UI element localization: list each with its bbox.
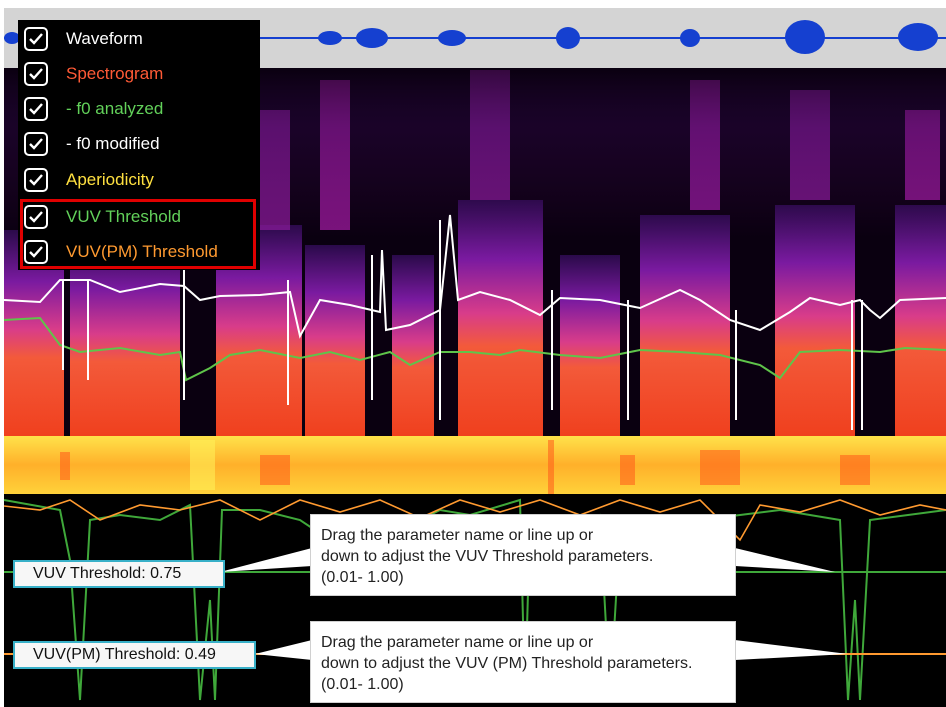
f0-analyzed-checkbox[interactable]: [24, 97, 48, 121]
f0-modified-line: [3, 214, 946, 339]
check-icon: [29, 211, 43, 223]
legend-item-f0-analyzed[interactable]: - f0 analyzed: [18, 92, 260, 126]
vuv-pm-threshold-checkbox[interactable]: [24, 240, 48, 264]
legend-label: Spectrogram: [66, 64, 164, 83]
f0-modified-checkbox[interactable]: [24, 132, 48, 156]
vuv-threshold-label[interactable]: VUV Threshold: 0.75: [13, 560, 225, 588]
spectrogram-checkbox[interactable]: [24, 62, 48, 86]
vuv-threshold-checkbox[interactable]: [24, 205, 48, 229]
vuv-pm-measure-line: [3, 499, 946, 542]
f0-analyzed-line: [3, 316, 946, 382]
legend-label: Waveform: [66, 29, 143, 48]
check-icon: [29, 103, 43, 115]
legend-label: - f0 analyzed: [66, 99, 164, 118]
check-icon: [29, 138, 43, 150]
vuv-pm-callout: Drag the parameter name or line up or do…: [310, 621, 736, 703]
callout-pointer-pm-right: [735, 640, 848, 660]
legend-item-vuv-pm-threshold[interactable]: VUV(PM) Threshold: [18, 235, 260, 269]
legend-item-spectrogram[interactable]: Spectrogram: [18, 57, 260, 91]
callout-pointer-pm-left: [255, 640, 312, 660]
check-icon: [29, 68, 43, 80]
vuv-pm-threshold-label[interactable]: VUV(PM) Threshold: 0.49: [13, 641, 256, 669]
legend-label: Aperiodicity: [66, 170, 154, 189]
waveform-bursts: [4, 20, 938, 54]
vuv-callout: Drag the parameter name or line up or do…: [310, 514, 736, 596]
legend-label: VUV(PM) Threshold: [66, 242, 218, 261]
waveform-checkbox[interactable]: [24, 27, 48, 51]
layer-legend: Waveform Spectrogram - f0 analyzed - f0 …: [18, 20, 260, 270]
callout-pointer-vuv-right: [735, 548, 835, 572]
legend-label: - f0 modified: [66, 134, 160, 153]
check-icon: [29, 174, 43, 186]
callout-pointer-vuv-left: [220, 548, 312, 572]
check-icon: [29, 246, 43, 258]
legend-label: VUV Threshold: [66, 207, 181, 226]
callout-line: Drag the parameter name or line up or: [321, 527, 594, 544]
aperiodicity-band: [4, 436, 946, 494]
legend-item-vuv-threshold[interactable]: VUV Threshold: [18, 200, 260, 234]
legend-item-f0-modified[interactable]: - f0 modified: [18, 127, 260, 161]
f0-spikes: [62, 220, 863, 430]
callout-line: Drag the parameter name or line up or: [321, 634, 594, 651]
callout-line: down to adjust the VUV Threshold paramet…: [321, 548, 654, 565]
callout-line: (0.01- 1.00): [321, 676, 404, 693]
check-icon: [29, 33, 43, 45]
callout-line: down to adjust the VUV (PM) Threshold pa…: [321, 655, 693, 672]
legend-item-aperiodicity[interactable]: Aperiodicity: [18, 163, 260, 197]
callout-line: (0.01- 1.00): [321, 569, 404, 586]
aperiodicity-marks: [60, 440, 870, 494]
legend-item-waveform[interactable]: Waveform: [18, 22, 260, 56]
aperiodicity-checkbox[interactable]: [24, 168, 48, 192]
